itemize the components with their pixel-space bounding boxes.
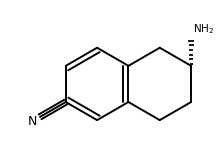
Text: NH$_2$: NH$_2$ (193, 22, 214, 36)
Text: N: N (28, 115, 37, 128)
